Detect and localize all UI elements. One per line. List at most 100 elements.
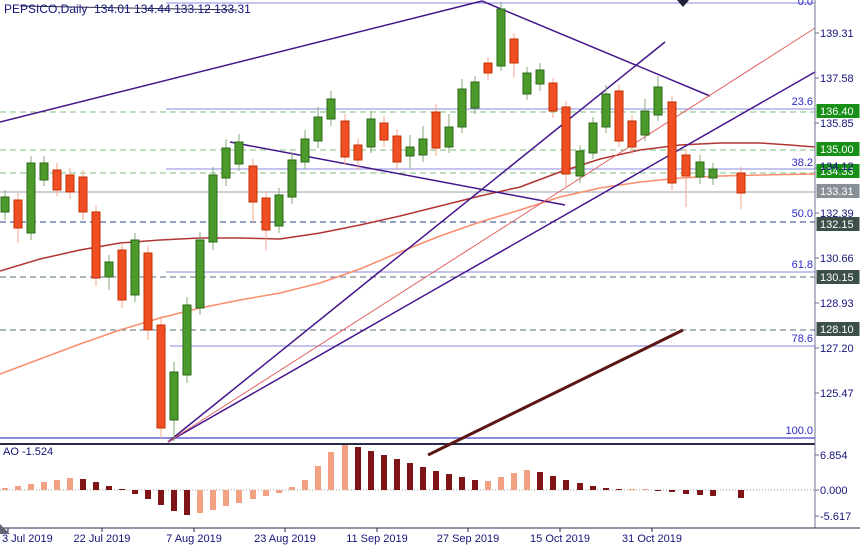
candle-body — [326, 98, 336, 120]
ao-histogram-bar — [158, 490, 164, 505]
candle-body — [91, 211, 101, 279]
price-level-box — [816, 322, 860, 336]
candle-body — [130, 239, 140, 296]
price-tick-label: 127.20 — [820, 343, 854, 355]
ao-histogram-bar — [250, 490, 256, 499]
ao-histogram-bar — [302, 480, 308, 490]
price-tick-label: 135.85 — [820, 118, 854, 130]
ao-histogram-bar — [498, 477, 504, 490]
resistance-segment-top — [19, 5, 238, 11]
candle-body — [313, 116, 323, 142]
date-tick-label: 27 Sep 2019 — [437, 533, 499, 545]
candle-body — [614, 90, 624, 142]
ao-histogram-bar — [28, 484, 34, 490]
candle-body — [667, 101, 677, 184]
ao-histogram-bar — [67, 478, 73, 490]
ao-histogram-bar — [381, 455, 387, 490]
price-level-box — [816, 104, 860, 118]
candle-body — [444, 126, 454, 148]
ao-histogram-bar — [394, 459, 400, 490]
date-tick-label: 7 Aug 2019 — [166, 533, 222, 545]
trendline-ascending-long — [167, 71, 816, 443]
candle-body — [182, 304, 192, 376]
candle-body — [681, 154, 691, 177]
price-level-box-label: 135.00 — [820, 144, 854, 156]
candle-body — [52, 169, 62, 191]
ao-tick-label: 0.000 — [820, 485, 848, 497]
ao-histogram-bar — [616, 489, 622, 490]
date-tick-label: 15 Oct 2019 — [530, 533, 590, 545]
trendline-minor-descending — [229, 141, 566, 206]
candle-body — [340, 120, 350, 158]
candle-body — [736, 172, 746, 194]
candle-body — [117, 249, 127, 301]
ao-histogram-bar — [342, 445, 348, 490]
fib-level-label: 38.2 — [792, 157, 813, 169]
candle-body — [392, 135, 402, 163]
candle-body — [496, 8, 506, 67]
candle-body — [379, 122, 389, 141]
ao-histogram-bar — [407, 463, 413, 490]
ao-histogram-bar — [106, 486, 112, 490]
ao-histogram-bar — [577, 483, 583, 490]
candle-body — [405, 146, 415, 157]
candle-body — [366, 118, 376, 148]
fib-level-label: 50.0 — [792, 208, 813, 220]
candle-body — [261, 197, 271, 231]
candle-body — [156, 324, 166, 429]
candle-body — [431, 111, 441, 149]
ao-histogram-bar — [276, 490, 282, 493]
ao-histogram-bar — [132, 490, 138, 494]
ao-histogram-bar — [537, 472, 543, 490]
candle-body — [104, 261, 114, 278]
candle-body — [65, 174, 75, 193]
ao-histogram-bar — [590, 486, 596, 490]
ao-histogram-bar — [472, 480, 478, 490]
ao-histogram-bar — [669, 490, 675, 492]
ao-tick-label: -5.617 — [820, 511, 851, 523]
ao-histogram-bar — [93, 482, 99, 490]
ao-histogram-bar — [119, 489, 125, 490]
candle-body — [143, 252, 153, 331]
ao-histogram-bar — [433, 471, 439, 490]
price-level-box — [816, 270, 860, 284]
candle-body — [627, 120, 637, 148]
candle-body — [418, 138, 428, 156]
candle-body — [234, 141, 244, 165]
candle-body — [39, 162, 49, 181]
ao-histogram-bar — [54, 480, 60, 490]
trendline-pennant-lower — [0, 0, 483, 123]
ao-histogram-bar — [315, 466, 321, 490]
fib-level-label: 100.0 — [785, 425, 813, 437]
ao-histogram-bar — [223, 490, 229, 506]
date-tick-label: 23 Aug 2019 — [254, 533, 316, 545]
ao-histogram-bar — [355, 447, 361, 490]
candle-body — [561, 106, 571, 175]
price-level-box — [816, 217, 860, 231]
ao-histogram-bar — [655, 490, 661, 491]
fib-level-label: 78.6 — [792, 333, 813, 345]
trendline-maroon-thick — [427, 328, 684, 457]
candle-body — [522, 72, 532, 95]
price-tick-label: 130.66 — [820, 253, 854, 265]
ao-histogram-bar — [210, 490, 216, 510]
price-level-box-label: 132.15 — [820, 219, 854, 231]
ao-histogram-bar — [328, 452, 334, 490]
candle-body — [535, 69, 545, 85]
price-level-box — [816, 184, 860, 198]
ao-histogram-bar — [642, 489, 648, 490]
fib-level-label: 23.6 — [792, 96, 813, 108]
ao-histogram-bar — [550, 476, 556, 490]
candle-body — [26, 162, 36, 234]
ao-histogram-bar — [511, 473, 517, 490]
ao-histogram-bar — [563, 480, 569, 490]
ao-histogram-bar — [2, 488, 8, 490]
candle-body — [708, 168, 718, 179]
ao-histogram-bar — [485, 481, 491, 490]
ma-slow-firebrick — [0, 142, 816, 272]
price-tick-label: 139.31 — [820, 28, 854, 40]
ao-histogram-bar — [171, 490, 177, 511]
candle-body — [208, 174, 218, 243]
